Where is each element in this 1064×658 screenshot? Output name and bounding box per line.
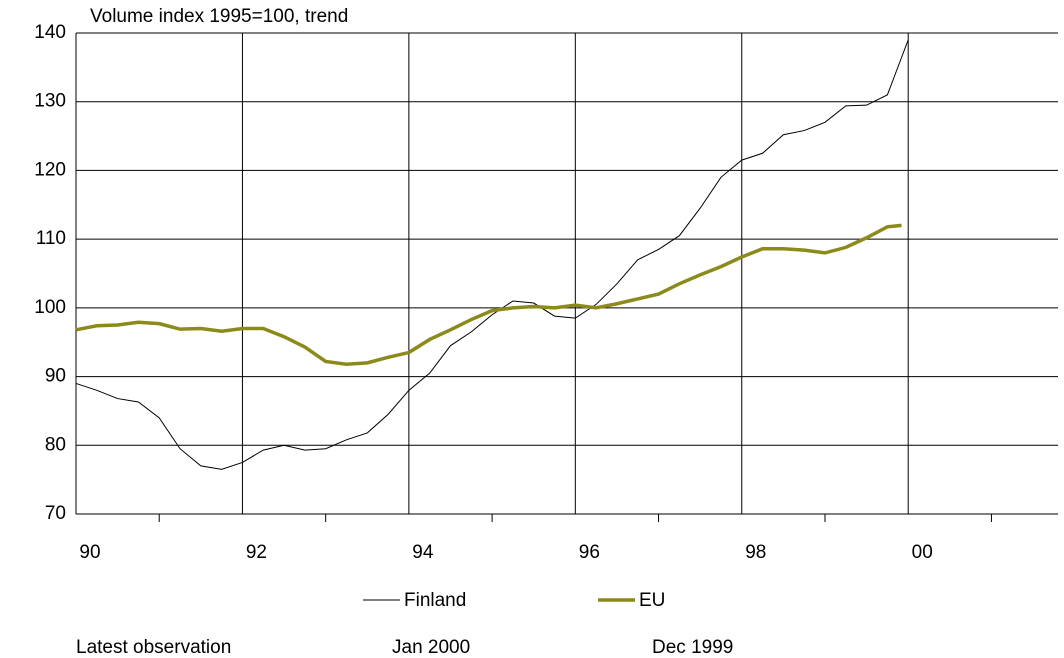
x-tick-label: 90 [79, 542, 100, 563]
x-tick-label: 00 [912, 542, 933, 563]
line [75, 223, 902, 366]
line [75, 39, 909, 470]
y-tick-label: 100 [34, 297, 66, 318]
y-tick-label: 70 [45, 503, 66, 524]
x-tick-label: 96 [579, 542, 600, 563]
chart-subtitle: Volume index 1995=100, trend [90, 6, 348, 27]
y-tick-label: 140 [34, 22, 66, 43]
footer-observation: Dec 1999 [652, 637, 733, 658]
y-tick-label: 120 [34, 159, 66, 180]
footer-observation: Jan 2000 [392, 637, 470, 658]
legend-label: EU [639, 590, 665, 611]
y-tick-label: 130 [34, 91, 66, 112]
x-tick-label: 98 [745, 542, 766, 563]
footer-label: Latest observation [76, 637, 231, 658]
x-tick-label: 94 [412, 542, 434, 563]
legend-label: Finland [404, 590, 466, 611]
y-tick-label: 90 [45, 366, 66, 387]
y-tick-label: 80 [45, 434, 66, 455]
x-tick-label: 92 [246, 542, 267, 563]
y-tick-label: 110 [36, 228, 66, 249]
